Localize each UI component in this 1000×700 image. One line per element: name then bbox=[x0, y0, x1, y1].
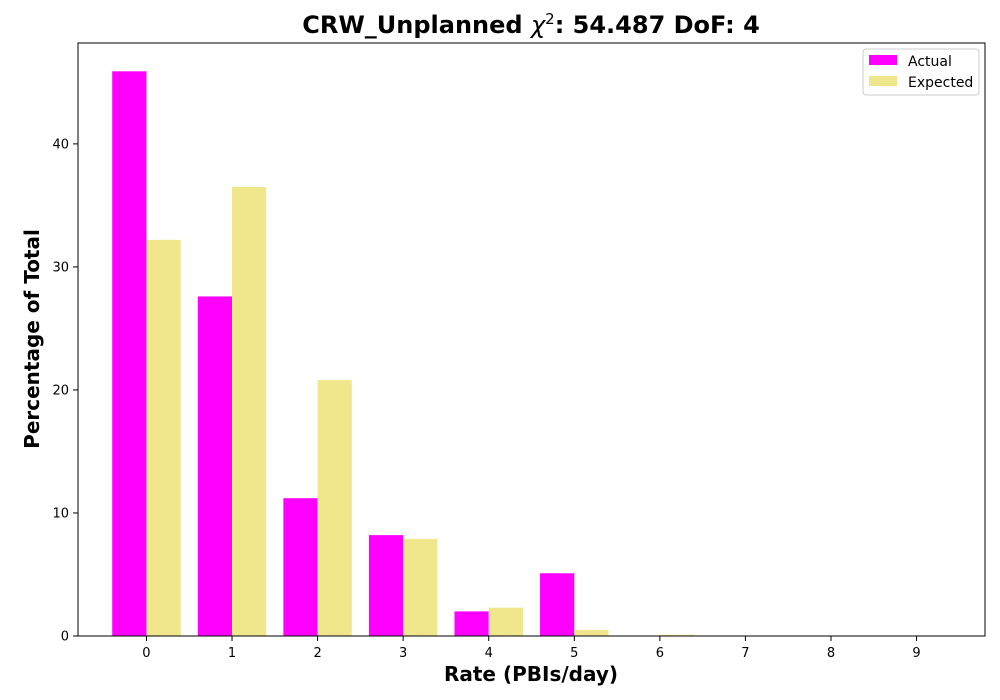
bar-actual-2 bbox=[283, 498, 318, 636]
chart-title-superscript: 2 bbox=[545, 10, 555, 28]
chart-title-suffix: : 54.487 DoF: 4 bbox=[555, 11, 760, 39]
x-tick-label: 6 bbox=[656, 646, 664, 661]
bar-actual-3 bbox=[368, 535, 404, 636]
x-axis-label: Rate (PBIs/day) bbox=[444, 662, 618, 686]
x-axis: 0 1 2 3 4 5 6 7 8 9 bbox=[142, 636, 921, 661]
legend: Actual Expected bbox=[862, 48, 980, 96]
y-tick-label: 10 bbox=[52, 506, 69, 521]
x-tick-label: 8 bbox=[827, 646, 835, 661]
bar-expected-0 bbox=[146, 239, 181, 636]
bar-actual-4 bbox=[454, 611, 489, 636]
bar-expected-6 bbox=[659, 634, 695, 636]
chart-title-symbol: χ bbox=[529, 11, 546, 39]
x-tick-label: 0 bbox=[142, 646, 150, 661]
y-tick-label: 40 bbox=[52, 137, 69, 152]
y-tick-label: 20 bbox=[52, 383, 69, 398]
x-tick-label: 9 bbox=[912, 646, 920, 661]
x-tick-label: 3 bbox=[399, 646, 407, 661]
bar-expected-3 bbox=[403, 538, 438, 636]
plot-frame bbox=[77, 42, 986, 637]
bar-expected-1 bbox=[232, 186, 267, 636]
chart-title-prefix: CRW_Unplanned bbox=[302, 11, 531, 39]
y-tick-label: 30 bbox=[52, 260, 69, 275]
x-tick-label: 1 bbox=[228, 646, 236, 661]
y-axis-label: Percentage of Total bbox=[20, 229, 44, 449]
bars-layer bbox=[112, 71, 695, 637]
y-tick-label: 0 bbox=[61, 630, 69, 645]
x-tick-label: 4 bbox=[485, 646, 493, 661]
chart-title: CRW_Unplanned χ2: 54.487 DoF: 4 bbox=[302, 10, 760, 39]
bar-actual-0 bbox=[112, 71, 147, 637]
x-tick-label: 5 bbox=[570, 646, 578, 661]
y-axis: 0 10 20 30 40 bbox=[52, 137, 78, 645]
legend-label-actual: Actual bbox=[908, 54, 952, 70]
bar-actual-1 bbox=[197, 296, 233, 636]
legend-swatch-actual bbox=[869, 55, 897, 65]
bar-actual-5 bbox=[540, 573, 575, 636]
bar-expected-5 bbox=[574, 629, 609, 636]
x-tick-label: 7 bbox=[741, 646, 749, 661]
x-tick-label: 2 bbox=[313, 646, 321, 661]
bar-expected-2 bbox=[317, 380, 352, 636]
legend-swatch-expected bbox=[869, 76, 897, 86]
legend-label-expected: Expected bbox=[908, 75, 973, 91]
bar-expected-4 bbox=[488, 607, 523, 636]
